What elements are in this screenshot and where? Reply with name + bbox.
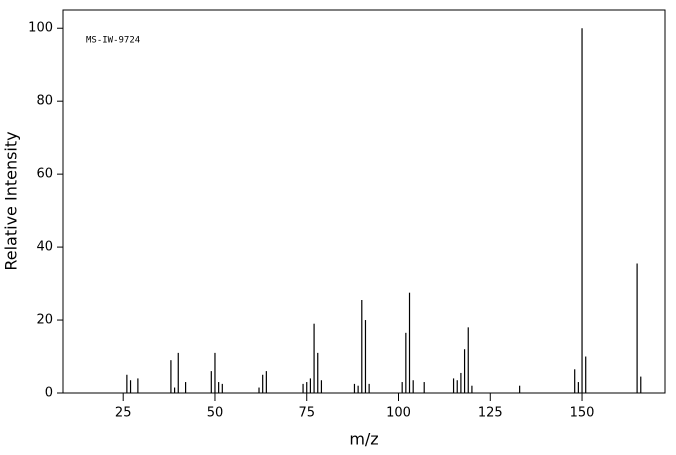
x-tick-label: 150 [570, 406, 595, 421]
x-axis-label: m/z [349, 430, 378, 449]
y-tick-label: 40 [36, 240, 53, 255]
x-tick-label: 125 [478, 406, 503, 421]
annotation: MS-IW-9724 [86, 36, 140, 46]
plot-frame [62, 9, 666, 394]
x-tick-label: 25 [115, 406, 132, 421]
y-tick-label: 20 [36, 313, 53, 328]
x-tick-label: 50 [207, 406, 224, 421]
y-axis-label: Relative Intensity [2, 131, 21, 270]
x-tick-label: 75 [298, 406, 315, 421]
y-tick-label: 100 [28, 21, 53, 36]
x-tick-label: 100 [386, 406, 411, 421]
y-tick-label: 80 [36, 94, 53, 109]
y-tick-label: 60 [36, 167, 53, 182]
y-tick-label: 0 [45, 386, 53, 401]
